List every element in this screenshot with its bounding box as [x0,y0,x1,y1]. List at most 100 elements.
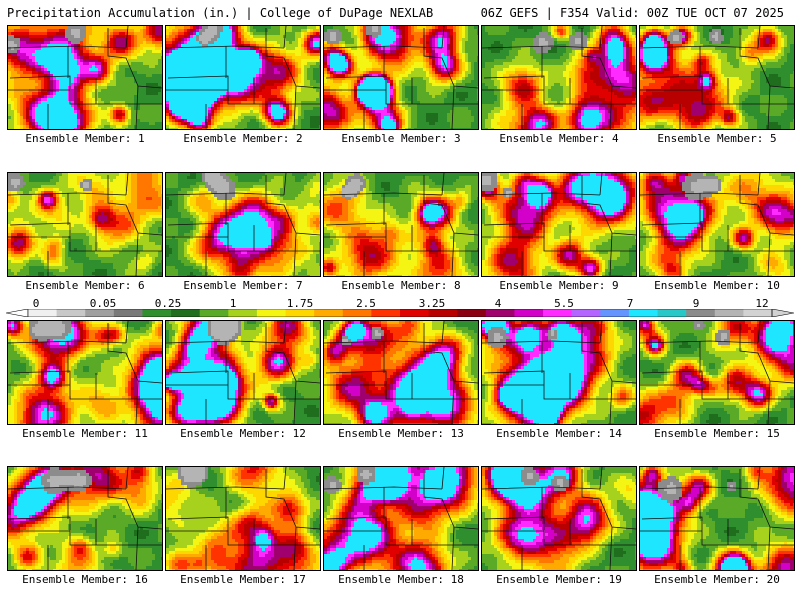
state-boundary-line [581,28,636,89]
model-run-info: 06Z GEFS | F354 Valid: 00Z TUE OCT 07 20… [481,6,784,20]
state-boundary-line [599,467,603,490]
state-boundary-line [441,467,445,490]
legend-swatch [113,309,143,317]
state-boundary-line [107,323,162,384]
state-boundary-line [640,192,759,196]
precip-map [639,320,795,425]
precip-field [166,26,320,129]
legend-swatch [314,309,344,317]
legend-tick-label: 0.05 [90,297,117,310]
state-boundary-line [767,85,771,129]
precip-map [481,466,637,571]
precip-field [324,26,478,129]
legend-swatch [342,309,372,317]
precip-field [482,467,636,570]
state-boundary-line [125,26,129,49]
state-boundary-line [8,45,127,49]
ensemble-member-label: Ensemble Member: 12 [165,427,321,440]
ensemble-member-label: Ensemble Member: 7 [165,279,321,292]
state-boundary-line [166,192,285,196]
state-boundary-line [293,380,297,424]
legend-swatch [514,309,544,317]
state-boundary-line [265,323,320,384]
state-boundary-line [324,486,443,490]
precip-map [7,320,163,425]
state-boundary-line [125,467,129,490]
state-boundary-line [767,526,771,570]
state-boundary-line [135,85,139,129]
ensemble-member-label: Ensemble Member: 3 [323,132,479,145]
ensemble-panel: Ensemble Member: 17 [165,466,321,586]
state-boundary-line [125,321,129,344]
ensemble-member-label: Ensemble Member: 16 [7,573,163,586]
ensemble-panel: Ensemble Member: 14 [481,320,637,440]
ensemble-panel: Ensemble Member: 2 [165,25,321,145]
ensemble-member-label: Ensemble Member: 19 [481,573,637,586]
ensemble-panel: Ensemble Member: 12 [165,320,321,440]
precip-map [165,172,321,277]
state-boundary-line [107,175,162,236]
ensemble-panel: Ensemble Member: 10 [639,172,795,292]
legend-swatch [371,309,401,317]
legend-swatch [600,309,630,317]
state-boundary-line [166,486,285,490]
state-boundary-line [767,232,771,276]
legend-tick-label: 1 [230,297,237,310]
state-boundary-line [581,175,636,236]
legend-tick-label: 7 [627,297,634,310]
ensemble-member-label: Ensemble Member: 11 [7,427,163,440]
state-boundary-line [423,28,478,89]
state-boundary-line [265,175,320,236]
ensemble-member-label: Ensemble Member: 4 [481,132,637,145]
precip-map [323,25,479,130]
precip-map [323,172,479,277]
state-boundary-line [8,486,127,490]
state-boundary-line [283,467,287,490]
state-boundary-line [283,321,287,344]
ensemble-panel: Ensemble Member: 11 [7,320,163,440]
state-boundary-line [451,380,455,424]
precip-field [482,321,636,424]
ensemble-panel: Ensemble Member: 15 [639,320,795,440]
ensemble-panel: Ensemble Member: 5 [639,25,795,145]
state-boundary-line [441,173,445,196]
legend-swatch [571,309,601,317]
legend-tick-label: 1.75 [287,297,314,310]
state-boundary-line [599,173,603,196]
legend-swatch [256,309,287,317]
state-boundary-line [283,26,287,49]
state-boundary-line [324,340,443,344]
precip-map [7,466,163,571]
ensemble-panel: Ensemble Member: 1 [7,25,163,145]
state-boundary-line [599,321,603,344]
state-boundary-line [581,469,636,530]
precip-field [482,26,636,129]
state-boundary-line [739,28,794,89]
ensemble-member-label: Ensemble Member: 10 [639,279,795,292]
legend-swatch [657,309,687,317]
legend-tick-label: 0.25 [155,297,182,310]
legend-tick-label: 2.5 [356,297,376,310]
ensemble-member-label: Ensemble Member: 1 [7,132,163,145]
state-boundary-line [107,469,162,530]
legend-swatch [85,309,115,317]
legend-swatch [228,309,258,317]
ensemble-member-label: Ensemble Member: 14 [481,427,637,440]
legend-swatch [171,309,201,317]
state-boundary-line [757,321,761,344]
legend-swatch [457,309,487,317]
state-boundary-line [581,323,636,384]
precip-map [7,25,163,130]
legend-swatch [743,309,773,317]
precip-field [640,173,794,276]
state-boundary-line [767,380,771,424]
state-boundary-line [324,45,443,49]
state-boundary-line [135,232,139,276]
ensemble-panel: Ensemble Member: 9 [481,172,637,292]
ensemble-panel: Ensemble Member: 13 [323,320,479,440]
legend-swatch [142,309,172,317]
state-boundary-line [8,192,127,196]
precip-field [166,173,320,276]
state-boundary-line [441,321,445,344]
state-boundary-line [757,26,761,49]
